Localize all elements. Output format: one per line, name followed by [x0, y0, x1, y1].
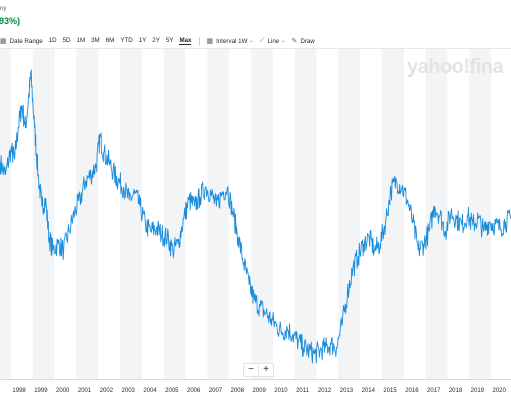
chart-type-label: Line: [267, 37, 280, 45]
x-tick-label: 2015: [383, 388, 397, 394]
x-tick-label: 2014: [362, 388, 376, 394]
yahoo-finance-watermark: yahoo!fina: [407, 56, 504, 78]
year-band: [76, 49, 99, 379]
calendar-icon: ▦: [0, 38, 7, 45]
year-band: [120, 49, 142, 379]
price-series-line: [0, 69, 511, 364]
x-tick-label: 2005: [165, 388, 179, 394]
year-band: [294, 49, 317, 379]
chevron-down-icon: ⌄: [249, 38, 254, 44]
year-band: [0, 49, 11, 379]
x-tick-label: 2019: [471, 388, 485, 394]
zoom-controls: − +: [243, 363, 274, 377]
x-axis-ticks: 1998 1999 2000 2001 2002 2003 2004 2005 2006 2007…: [12, 388, 506, 394]
interval-value: 1W: [238, 37, 248, 45]
zoom-out-button[interactable]: −: [243, 363, 259, 377]
x-tick-label: 2006: [187, 388, 201, 394]
range-button-group: 1D 5D 1M 3M 6M YTD 1Y 2Y 5Y Max: [49, 37, 198, 45]
year-band: [163, 49, 186, 379]
x-tick-label: 2013: [340, 388, 354, 394]
x-tick-label: 2000: [56, 388, 70, 394]
x-tick-label: 2009: [252, 388, 266, 394]
x-tick-label: 1999: [34, 388, 48, 394]
x-tick-label: 2010: [274, 388, 288, 394]
range-button-max[interactable]: Max: [179, 37, 192, 45]
year-band: [381, 49, 404, 379]
price-change-percent: 93%): [0, 16, 21, 26]
toolbar-divider: [199, 36, 201, 46]
interval-dropdown[interactable]: ▦ Interval 1W ⌄: [206, 37, 254, 46]
year-band: [250, 49, 273, 379]
range-button-6m[interactable]: 6M: [105, 37, 115, 44]
range-button-1y[interactable]: 1Y: [138, 37, 147, 44]
year-band: [207, 49, 230, 379]
range-button-2y[interactable]: 2Y: [152, 37, 160, 44]
pencil-icon: ✎: [291, 38, 298, 45]
year-bands: [0, 49, 491, 379]
x-tick-label: 2011: [296, 388, 310, 394]
x-tick-label: 2001: [78, 388, 92, 394]
x-tick-label: 2016: [405, 388, 419, 394]
x-tick-label: 2008: [231, 388, 245, 394]
range-button-3m[interactable]: 3M: [91, 37, 100, 44]
range-button-1m[interactable]: 1M: [76, 37, 86, 44]
x-tick-label: 1998: [12, 388, 26, 394]
x-tick-label: 2018: [449, 388, 463, 394]
zoom-in-button[interactable]: +: [259, 363, 274, 377]
chevron-down-icon: ⌄: [281, 38, 286, 44]
chart-toolbar: ▦ Date Range 1D 5D 1M 3M 6M YTD 1Y 2Y 5Y Max ▦ In…: [0, 34, 511, 48]
x-tick-label: 2020: [492, 388, 506, 394]
range-button-5d[interactable]: 5D: [62, 37, 71, 44]
range-button-5y[interactable]: 5Y: [165, 37, 174, 44]
calendar-icon: ▦: [206, 38, 214, 45]
draw-label: Draw: [300, 37, 315, 45]
draw-button[interactable]: ✎ Draw: [291, 37, 315, 46]
quote-meta-text: ny: [0, 6, 7, 12]
x-tick-label: 2007: [209, 388, 223, 394]
date-range-button[interactable]: ▦ Date Range: [0, 37, 43, 46]
x-tick-label: 2002: [100, 388, 114, 394]
year-band: [338, 49, 361, 379]
chart-type-dropdown[interactable]: ⟋ Line ⌄: [260, 37, 286, 45]
year-band: [469, 49, 491, 379]
x-tick-label: 2012: [318, 388, 332, 394]
x-tick-label: 2003: [122, 388, 136, 394]
range-button-1d[interactable]: 1D: [48, 37, 57, 44]
x-tick-label: 2017: [427, 388, 441, 394]
line-chart-icon: ⟋: [259, 37, 265, 44]
range-button-ytd[interactable]: YTD: [120, 37, 133, 44]
x-tick-label: 2004: [143, 388, 157, 394]
date-range-label: Date Range: [9, 37, 43, 45]
interval-label: Interval: [216, 37, 237, 45]
